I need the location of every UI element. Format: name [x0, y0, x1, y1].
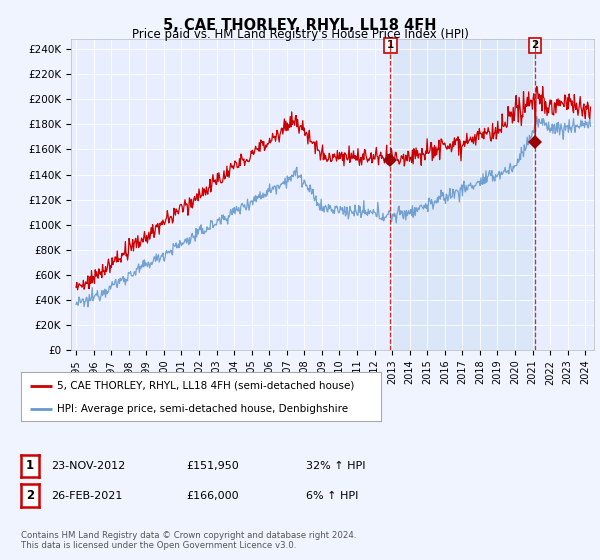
Text: £151,950: £151,950 — [186, 461, 239, 471]
Bar — [391, 39, 535, 350]
Text: 5, CAE THORLEY, RHYL, LL18 4FH: 5, CAE THORLEY, RHYL, LL18 4FH — [163, 18, 437, 33]
Text: Price paid vs. HM Land Registry's House Price Index (HPI): Price paid vs. HM Land Registry's House … — [131, 28, 469, 41]
Text: £166,000: £166,000 — [186, 491, 239, 501]
Text: 1: 1 — [26, 459, 34, 473]
Text: HPI: Average price, semi-detached house, Denbighshire: HPI: Average price, semi-detached house,… — [57, 404, 348, 414]
Text: Contains HM Land Registry data © Crown copyright and database right 2024.
This d: Contains HM Land Registry data © Crown c… — [21, 531, 356, 550]
Text: 6% ↑ HPI: 6% ↑ HPI — [306, 491, 358, 501]
Text: 2: 2 — [26, 489, 34, 502]
Text: 32% ↑ HPI: 32% ↑ HPI — [306, 461, 365, 471]
Text: 23-NOV-2012: 23-NOV-2012 — [51, 461, 125, 471]
Text: 26-FEB-2021: 26-FEB-2021 — [51, 491, 122, 501]
Text: 5, CAE THORLEY, RHYL, LL18 4FH (semi-detached house): 5, CAE THORLEY, RHYL, LL18 4FH (semi-det… — [57, 381, 355, 391]
Text: 1: 1 — [387, 40, 394, 50]
Text: 2: 2 — [532, 40, 539, 50]
